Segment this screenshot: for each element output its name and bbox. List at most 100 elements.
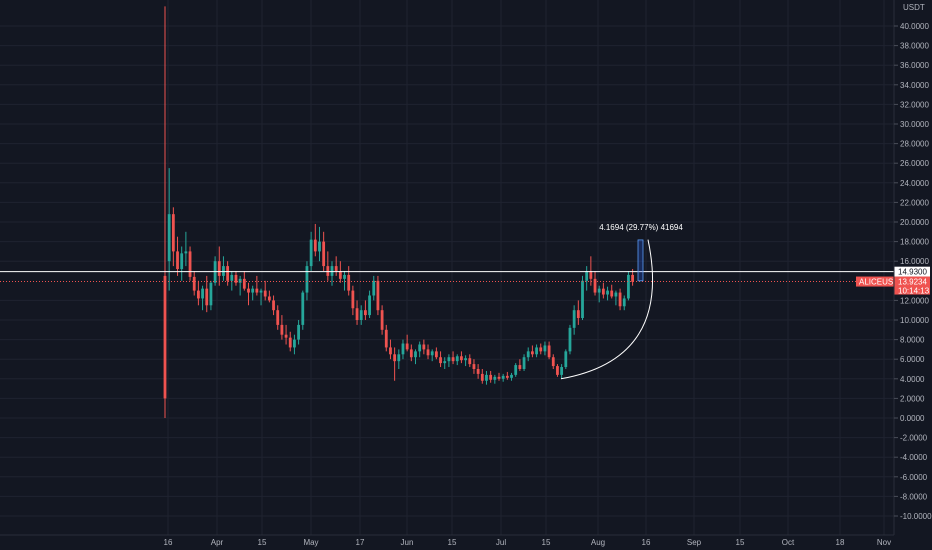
time-tick-label: 17 — [356, 538, 365, 547]
candle-body — [501, 375, 505, 379]
price-tick-label: -6.0000 — [900, 473, 928, 482]
candle-body — [497, 376, 501, 379]
candle-body — [560, 367, 564, 375]
candle-body — [447, 357, 451, 362]
candle-body — [242, 278, 246, 289]
candle-body — [622, 298, 626, 307]
candle-body — [163, 275, 167, 399]
price-tick-label: 36.0000 — [900, 61, 929, 70]
horizontal-line-price-text: 14.9300 — [898, 268, 927, 277]
candle-body — [455, 356, 459, 362]
candle-body — [380, 310, 384, 330]
candle-body — [547, 345, 551, 358]
countdown-text: 10:14:13 — [898, 287, 930, 296]
candle-body — [556, 366, 559, 375]
candle-body — [476, 369, 480, 374]
price-range-label: 4.1694 (29.77%) 41694 — [599, 223, 683, 232]
candle-body — [251, 288, 255, 293]
symbol-tag — [856, 276, 894, 287]
time-tick-label: Oct — [782, 538, 795, 547]
candle-body — [355, 308, 359, 320]
candle-body — [263, 290, 267, 297]
candle-body — [535, 347, 538, 355]
candle-body — [526, 351, 530, 358]
last-price-text: 13.9234 — [898, 278, 927, 287]
candle-body — [184, 251, 188, 254]
candle-body — [188, 251, 192, 277]
candle-body — [301, 292, 305, 325]
candle-body — [409, 349, 413, 358]
symbol-tag-text: ALICEUSDT — [859, 278, 904, 287]
time-tick-label: 15 — [736, 538, 745, 547]
candle-body — [247, 288, 250, 293]
candle-body — [405, 343, 409, 350]
candle-body — [197, 290, 200, 299]
candle-body — [480, 373, 484, 381]
candle-body — [572, 310, 576, 328]
candle-body — [389, 347, 392, 355]
candle-body — [167, 214, 171, 262]
time-tick-label: 15 — [542, 538, 551, 547]
candle-body — [359, 310, 363, 320]
candle-body — [430, 351, 434, 356]
time-tick-label: May — [303, 538, 318, 547]
candle-body — [589, 271, 593, 279]
price-range-box[interactable] — [637, 239, 644, 282]
price-tick-label: 0.0000 — [900, 414, 925, 423]
price-tick-label: 24.0000 — [900, 179, 929, 188]
currency-label: USDT — [903, 3, 925, 12]
price-axis[interactable]: -10.0000 -8.0000 -6.0000 -4.0000 -2.0000 0.00… — [893, 0, 932, 535]
candle-body — [593, 278, 597, 293]
candle-body — [343, 274, 346, 279]
candle-body — [293, 339, 296, 348]
price-tick-label: -10.0000 — [900, 512, 932, 521]
price-tick-label: 32.0000 — [900, 100, 929, 109]
price-tick-label: -2.0000 — [900, 434, 928, 443]
horizontal-line-price-box — [894, 266, 930, 277]
price-tick-label: 22.0000 — [900, 198, 929, 207]
candle-body — [485, 374, 488, 381]
candle-body — [192, 276, 196, 291]
candle-body — [201, 288, 204, 299]
candle-body — [280, 324, 284, 335]
candle-body — [597, 288, 601, 293]
candle-body — [234, 274, 238, 283]
candle-body — [505, 375, 509, 378]
time-tick-label: 15 — [448, 538, 457, 547]
candle-body — [464, 358, 467, 361]
candle-body — [581, 280, 584, 319]
price-tick-label: 26.0000 — [900, 159, 929, 168]
candle-body — [171, 214, 175, 252]
candle-body — [585, 271, 589, 281]
time-tick-label: Nov — [877, 538, 891, 547]
candle-body — [493, 376, 497, 380]
candle-body — [627, 274, 630, 299]
candle-body — [205, 288, 209, 306]
candle-body — [564, 351, 568, 368]
candle-body — [568, 327, 572, 352]
candle-body — [631, 274, 634, 282]
candle-body — [330, 266, 334, 276]
time-tick-label: Sep — [687, 538, 702, 547]
time-tick-label: Jul — [496, 538, 506, 547]
price-tick-label: 34.0000 — [900, 81, 929, 90]
arc-drawing[interactable] — [560, 239, 654, 380]
time-tick-label: 15 — [258, 538, 267, 547]
candle-body — [510, 374, 513, 378]
candle-body — [313, 239, 317, 252]
price-tick-label: -4.0000 — [900, 453, 928, 462]
price-tick-label: 20.0000 — [900, 218, 929, 227]
candle-body — [297, 324, 300, 340]
candle-body — [514, 365, 518, 375]
price-tick-label: 2.0000 — [900, 394, 925, 403]
candle-body — [376, 280, 380, 311]
grid-lines — [0, 0, 894, 535]
candle-body — [272, 300, 275, 311]
candle-body — [318, 241, 321, 252]
candle-body — [393, 354, 397, 362]
candle-body — [180, 253, 184, 270]
price-tick-label: -8.0000 — [900, 492, 928, 501]
time-axis[interactable]: 16 Apr 15 May 17 Jun 15 Jul 15 Aug 16 Sep 15 Oct 18 Nov — [0, 534, 894, 547]
